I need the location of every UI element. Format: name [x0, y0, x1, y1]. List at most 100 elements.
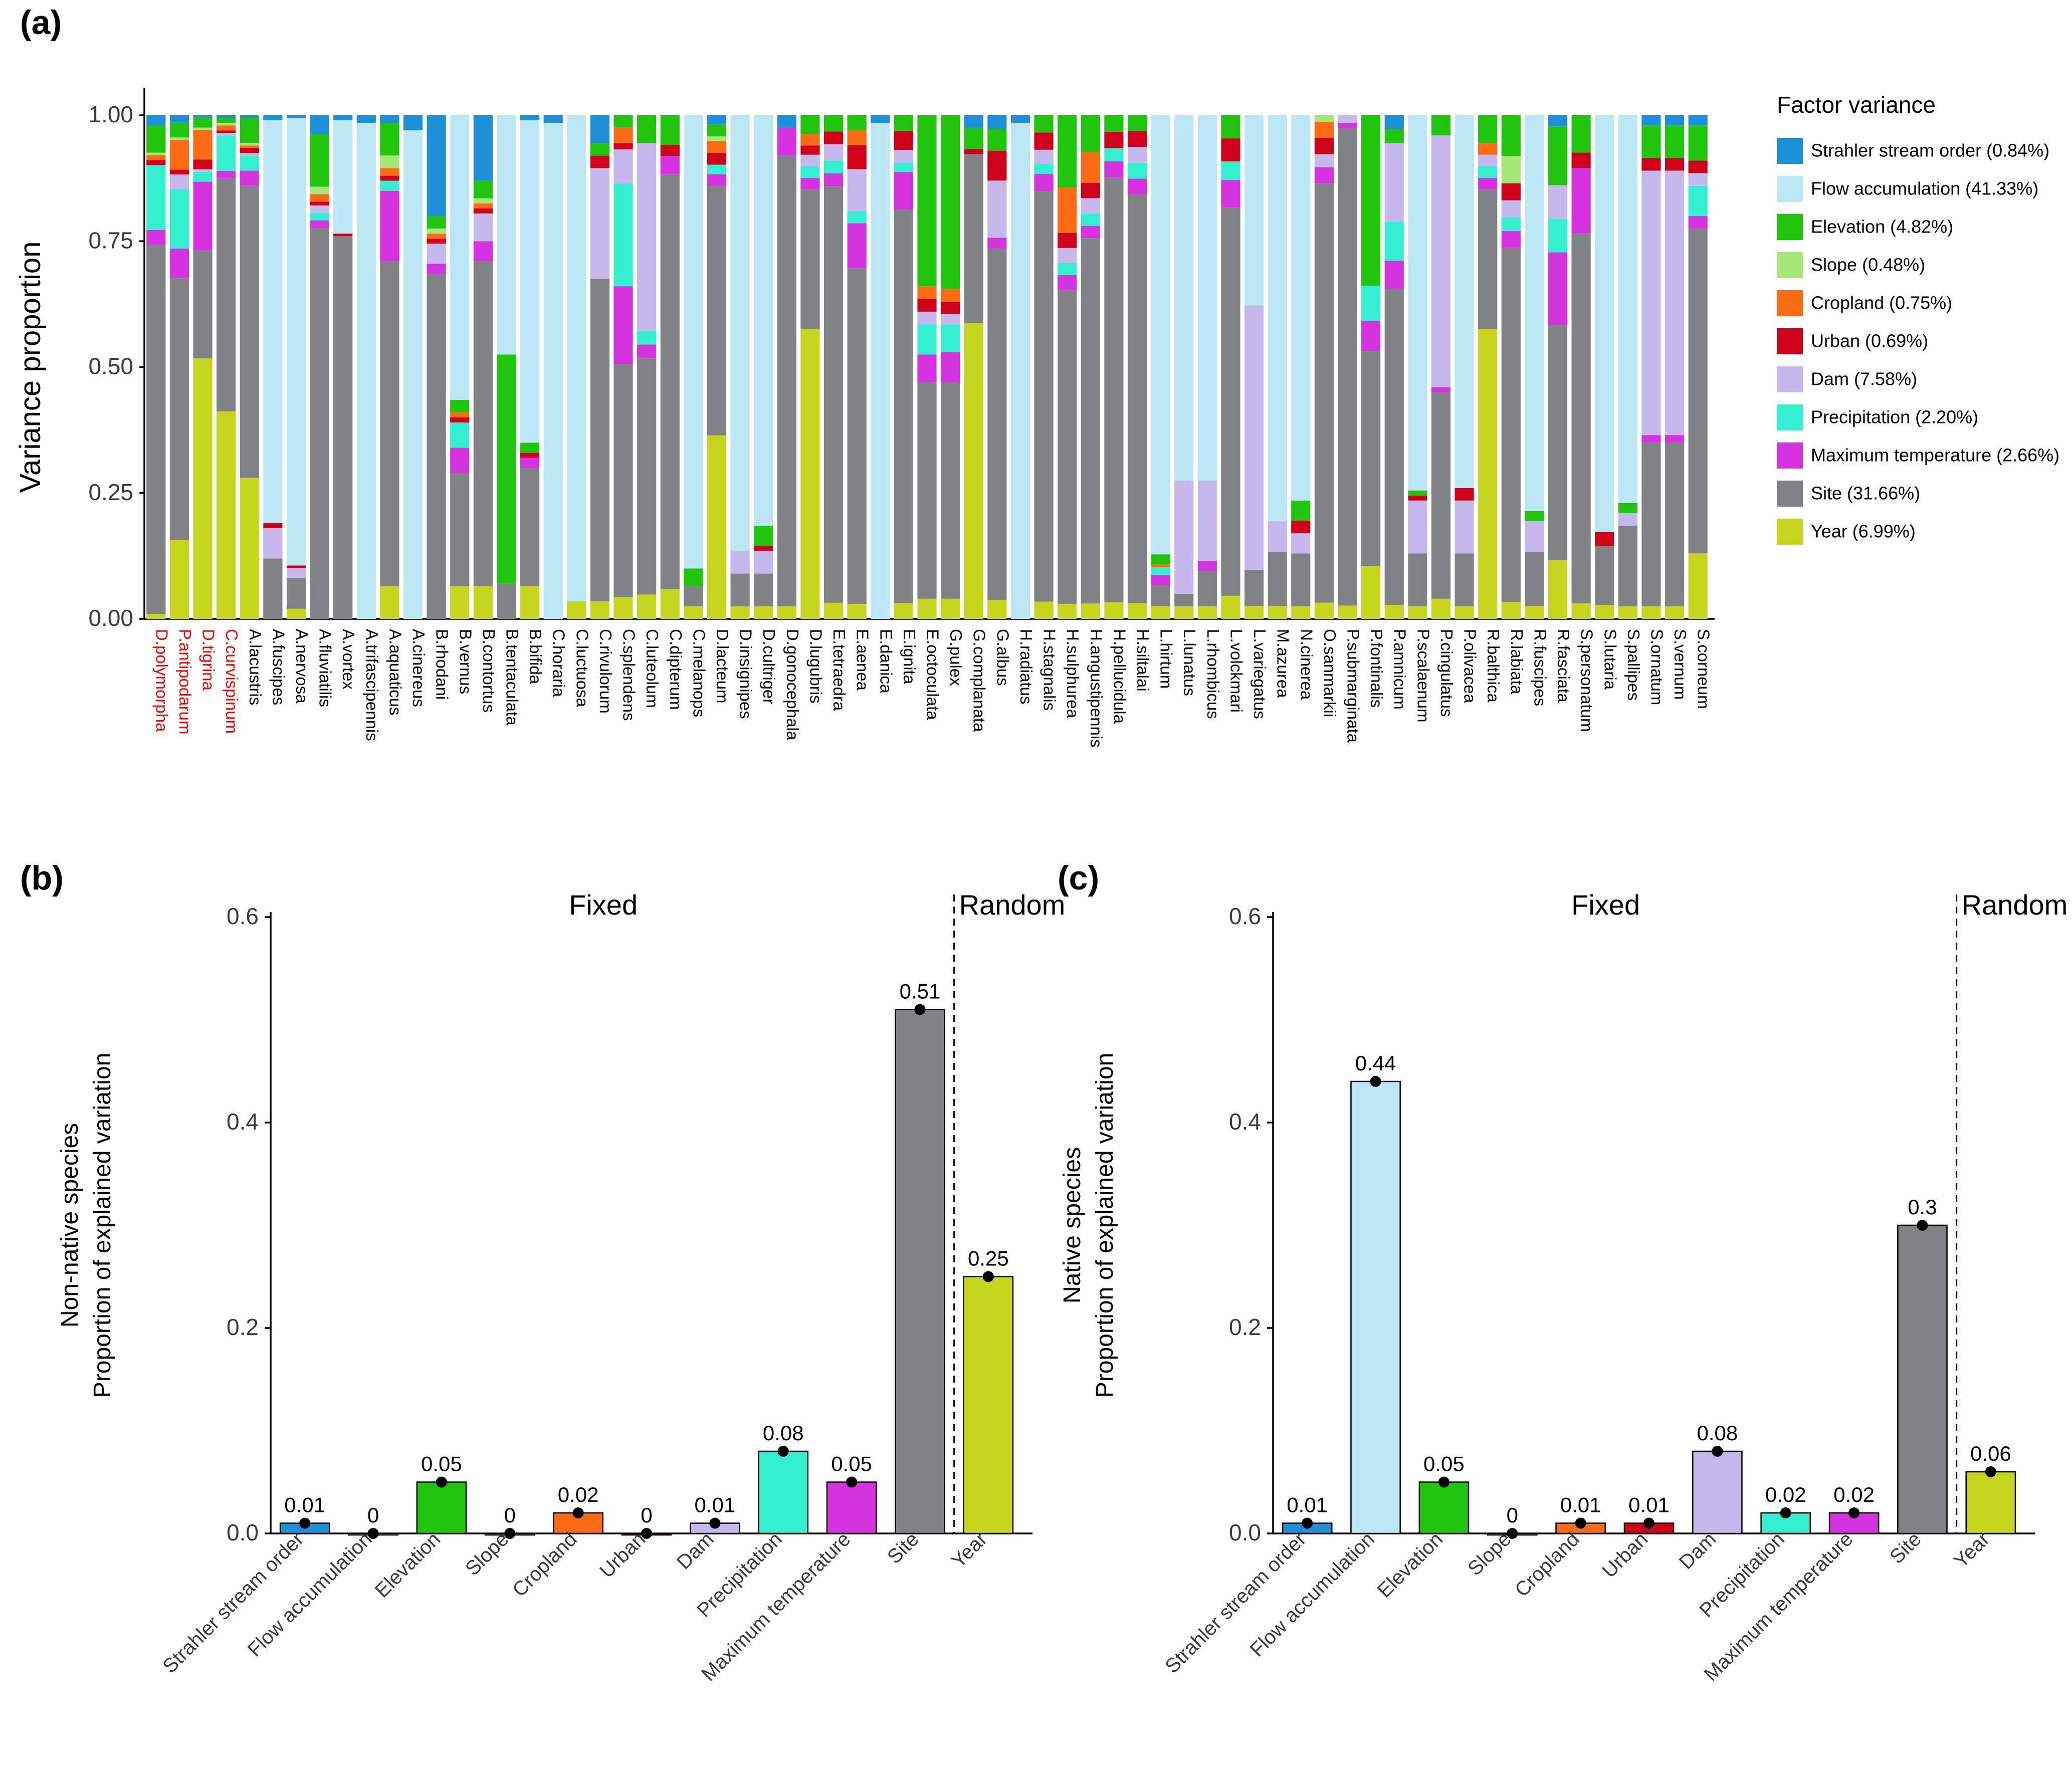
svg-text:G.complanata: G.complanata: [970, 629, 989, 732]
svg-text:Maximum temperature (2.66%): Maximum temperature (2.66%): [1811, 445, 2059, 465]
svg-text:P.fontinalis: P.fontinalis: [1367, 629, 1386, 708]
svg-text:Elevation (4.82%): Elevation (4.82%): [1811, 216, 1953, 237]
svg-text:D.lugubris: D.lugubris: [806, 629, 825, 704]
svg-text:0.01: 0.01: [1628, 1493, 1670, 1517]
svg-text:0.01: 0.01: [694, 1493, 735, 1517]
svg-text:C.melanops: C.melanops: [690, 629, 708, 717]
svg-text:0.25: 0.25: [968, 1247, 1009, 1270]
svg-text:B.tentaculata: B.tentaculata: [503, 629, 521, 726]
svg-text:0.4: 0.4: [1229, 1108, 1261, 1135]
svg-text:(b): (b): [20, 859, 64, 897]
svg-text:B.contortus: B.contortus: [480, 629, 498, 713]
svg-text:0.75: 0.75: [88, 227, 133, 253]
svg-text:H.sulphurea: H.sulphurea: [1064, 629, 1082, 719]
svg-text:B.rhodani: B.rhodani: [433, 629, 452, 700]
svg-text:Site (31.66%): Site (31.66%): [1811, 483, 1920, 503]
svg-text:L.volckmari: L.volckmari: [1227, 629, 1246, 713]
svg-text:A.cinereus: A.cinereus: [409, 629, 428, 707]
svg-text:0.2: 0.2: [1229, 1314, 1261, 1340]
svg-text:M.azurea: M.azurea: [1274, 629, 1293, 698]
svg-text:D.tigrina: D.tigrina: [199, 629, 218, 691]
svg-text:Fixed: Fixed: [569, 889, 638, 921]
svg-text:Dam: Dam: [673, 1528, 718, 1574]
svg-text:A.fuscipes: A.fuscipes: [269, 629, 288, 705]
svg-text:Non-native species: Non-native species: [57, 1123, 83, 1327]
svg-text:C.dipterum: C.dipterum: [667, 629, 685, 710]
svg-text:H.radiatus: H.radiatus: [1017, 629, 1035, 704]
svg-text:A.lacustris: A.lacustris: [246, 629, 265, 705]
svg-text:Random: Random: [959, 889, 1066, 921]
svg-text:Urban: Urban: [1598, 1528, 1652, 1582]
svg-text:P.antipodarum: P.antipodarum: [176, 629, 194, 734]
svg-text:(a): (a): [20, 4, 62, 42]
svg-text:0.51: 0.51: [900, 980, 941, 1003]
svg-text:A.vortex: A.vortex: [339, 629, 358, 690]
svg-text:E.tetraedra: E.tetraedra: [830, 629, 849, 711]
svg-text:H.siltalai: H.siltalai: [1134, 629, 1152, 692]
svg-text:0.02: 0.02: [1833, 1483, 1875, 1506]
svg-text:Dam: Dam: [1675, 1528, 1721, 1574]
svg-text:0.02: 0.02: [558, 1483, 599, 1506]
svg-text:0: 0: [504, 1503, 516, 1527]
svg-text:P.submarginata: P.submarginata: [1344, 629, 1363, 743]
svg-text:D.insignipes: D.insignipes: [737, 629, 755, 719]
svg-text:S.lutaria: S.lutaria: [1601, 629, 1619, 690]
svg-text:S.corneum: S.corneum: [1695, 629, 1713, 709]
svg-text:E.danica: E.danica: [877, 629, 895, 694]
svg-text:Fixed: Fixed: [1571, 889, 1640, 921]
svg-text:0.6: 0.6: [227, 903, 259, 929]
svg-text:0.02: 0.02: [1765, 1483, 1806, 1506]
svg-text:A.nervosa: A.nervosa: [293, 629, 311, 704]
svg-text:S.pallipes: S.pallipes: [1624, 629, 1643, 701]
svg-text:L.variegatus: L.variegatus: [1251, 629, 1269, 719]
svg-text:0.3: 0.3: [1908, 1195, 1937, 1219]
svg-text:Urban (0.69%): Urban (0.69%): [1811, 330, 1928, 351]
svg-text:0.25: 0.25: [88, 479, 133, 505]
svg-text:H.stagnalis: H.stagnalis: [1041, 629, 1059, 711]
svg-text:H.pellucidula: H.pellucidula: [1110, 629, 1129, 724]
svg-text:D.gonocephala: D.gonocephala: [783, 629, 802, 741]
svg-text:0.50: 0.50: [88, 353, 133, 379]
svg-text:Variance proportion: Variance proportion: [14, 242, 47, 493]
svg-text:0: 0: [1507, 1503, 1518, 1527]
svg-text:C.horaria: C.horaria: [550, 629, 568, 697]
svg-text:Flow accumulation: Flow accumulation: [244, 1528, 376, 1661]
svg-text:0.08: 0.08: [763, 1421, 804, 1445]
svg-text:B.vernus: B.vernus: [456, 629, 475, 694]
svg-text:Year: Year: [947, 1528, 991, 1572]
svg-text:0.08: 0.08: [1697, 1421, 1738, 1445]
svg-text:Native species: Native species: [1059, 1147, 1086, 1303]
svg-text:C.curvispinum: C.curvispinum: [223, 629, 241, 734]
svg-text:N.cinerea: N.cinerea: [1297, 629, 1316, 700]
svg-text:0.05: 0.05: [831, 1452, 872, 1476]
svg-text:A.aquaticus: A.aquaticus: [386, 629, 404, 715]
svg-text:0.05: 0.05: [1423, 1452, 1465, 1476]
svg-text:H.angustipennis: H.angustipennis: [1087, 629, 1106, 748]
svg-text:0.01: 0.01: [284, 1493, 325, 1517]
svg-text:R.labiata: R.labiata: [1508, 629, 1526, 695]
svg-text:1.00: 1.00: [88, 101, 133, 127]
svg-text:G.albus: G.albus: [993, 629, 1012, 686]
svg-text:S.vernum: S.vernum: [1671, 629, 1690, 700]
svg-text:C.splendens: C.splendens: [620, 629, 639, 721]
svg-text:0.01: 0.01: [1287, 1493, 1328, 1517]
svg-text:(c): (c): [1058, 859, 1099, 897]
svg-text:S.ornatum: S.ornatum: [1647, 629, 1666, 705]
svg-text:S.personatum: S.personatum: [1578, 629, 1596, 732]
svg-text:Proportion of explained variat: Proportion of explained variation: [89, 1053, 116, 1398]
svg-text:E.aenea: E.aenea: [854, 629, 872, 691]
svg-text:R.fuscipes: R.fuscipes: [1531, 629, 1549, 706]
svg-text:P.amnicum: P.amnicum: [1391, 629, 1409, 710]
svg-text:0.01: 0.01: [1560, 1493, 1601, 1517]
svg-text:A.trifascipennis: A.trifascipennis: [363, 629, 381, 741]
svg-text:C.rivulorum: C.rivulorum: [596, 629, 615, 714]
svg-text:0.6: 0.6: [1229, 903, 1261, 929]
svg-text:0.2: 0.2: [227, 1314, 259, 1340]
svg-text:0.4: 0.4: [227, 1108, 259, 1135]
svg-text:R.fasciata: R.fasciata: [1554, 629, 1573, 703]
svg-text:O.sanmarkii: O.sanmarkii: [1321, 629, 1339, 717]
svg-text:0.0: 0.0: [227, 1519, 259, 1545]
svg-text:Cropland: Cropland: [508, 1528, 581, 1601]
svg-text:E.octoculata: E.octoculata: [924, 629, 942, 720]
svg-text:Elevation: Elevation: [1373, 1528, 1447, 1602]
